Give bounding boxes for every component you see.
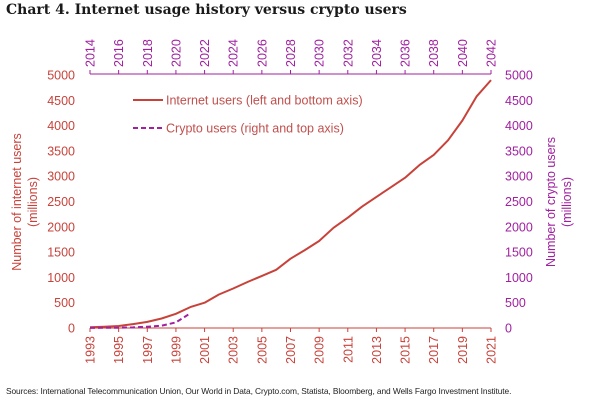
right-y-tick-label: 3500 — [505, 144, 533, 158]
bottom-x-tick-label: 2021 — [485, 336, 499, 364]
right-y-axis: 0 500 1000 1500 2000 2500 3000 3500 4000 4500 5000 — [505, 69, 533, 336]
top-x-tick-label: 2030 — [313, 39, 327, 67]
bottom-x-tick-label: 2019 — [456, 336, 470, 364]
series-layer — [89, 79, 492, 329]
left-y-tick-label: 0 — [68, 322, 75, 336]
right-y-tick-label: 1500 — [505, 246, 533, 260]
top-x-tick-label: 2034 — [370, 39, 384, 67]
internet-users-line — [89, 79, 492, 329]
right-y-tick-label: 3000 — [505, 170, 533, 184]
top-x-tick-label: 2014 — [84, 39, 98, 67]
left-y-tick-label: 5000 — [47, 69, 75, 83]
right-y-tick-label: 2000 — [505, 220, 533, 234]
crypto-users-line — [89, 312, 191, 329]
top-x-axis: 2014 2016 2018 2020 2022 2024 2026 2028 2030 2032… — [84, 39, 499, 75]
bottom-x-tick-label: 1997 — [141, 336, 155, 364]
right-y-tick-label: 1000 — [505, 271, 533, 285]
left-y-tick-label: 3500 — [47, 144, 75, 158]
right-y-tick-label: 2500 — [505, 195, 533, 209]
left-y-tick-label: 4000 — [47, 119, 75, 133]
right-y-tick-label: 4500 — [505, 94, 533, 108]
right-y-tick-label: 4000 — [505, 119, 533, 133]
axis-labels: Number of internet users (millions) Number… — [10, 133, 574, 271]
bottom-x-tick-label: 2015 — [399, 336, 413, 364]
top-x-tick-label: 2024 — [227, 39, 241, 67]
chart-title: Chart 4. Internet usage history versus c… — [6, 2, 407, 18]
top-x-tick-label: 2026 — [255, 39, 269, 67]
bottom-x-tick-label: 2007 — [284, 336, 298, 364]
right-axis-title-line1: Number of crypto users — [544, 137, 558, 267]
legend: Internet users (left and bottom axis) Cry… — [133, 94, 363, 136]
bottom-x-tick-label: 2003 — [227, 336, 241, 364]
bottom-x-tick-label: 2009 — [313, 336, 327, 364]
top-x-tick-label: 2040 — [456, 39, 470, 67]
bottom-x-tick-label: 2017 — [427, 336, 441, 364]
right-axis-title-line2: (millions) — [560, 177, 574, 227]
top-x-tick-label: 2028 — [284, 39, 298, 67]
right-y-tick-label: 5000 — [505, 69, 533, 83]
bottom-x-tick-label: 1993 — [84, 336, 98, 364]
bottom-x-tick-label: 2013 — [370, 336, 384, 364]
bottom-x-tick-label: 2005 — [255, 336, 269, 364]
top-x-tick-label: 2042 — [485, 39, 499, 67]
bottom-x-tick-label: 2011 — [341, 336, 355, 363]
left-y-axis: 0 500 1000 1500 2000 2500 3000 3500 4000 4500 5000 — [47, 69, 75, 336]
top-x-tick-label: 2020 — [169, 39, 183, 67]
left-y-tick-label: 1500 — [47, 246, 75, 260]
bottom-x-axis: 1993 1995 1997 1999 2001 2003 2005 2007 2009 2011… — [84, 327, 499, 364]
left-y-tick-label: 3000 — [47, 170, 75, 184]
right-y-tick-label: 0 — [505, 322, 512, 336]
left-y-tick-label: 2000 — [47, 220, 75, 234]
left-y-tick-label: 2500 — [47, 195, 75, 209]
left-axis-title-line2: (millions) — [26, 177, 40, 227]
left-y-tick-label: 1000 — [47, 271, 75, 285]
top-x-tick-label: 2016 — [112, 39, 126, 67]
bottom-x-tick-label: 1995 — [112, 336, 126, 364]
top-x-tick-label: 2022 — [198, 39, 212, 67]
top-x-tick-label: 2032 — [341, 39, 355, 67]
right-y-tick-label: 500 — [505, 296, 526, 310]
left-y-tick-label: 500 — [54, 296, 75, 310]
top-x-tick-label: 2036 — [399, 39, 413, 67]
top-x-tick-label: 2038 — [427, 39, 441, 67]
legend-crypto-label: Crypto users (right and top axis) — [166, 122, 344, 136]
top-x-tick-label: 2018 — [141, 39, 155, 67]
legend-internet-label: Internet users (left and bottom axis) — [166, 94, 363, 108]
left-axis-title-line1: Number of internet users — [10, 133, 24, 271]
bottom-x-tick-label: 2001 — [198, 336, 212, 364]
bottom-x-tick-label: 1999 — [169, 336, 183, 364]
source-note: Sources: International Telecommunication… — [6, 386, 512, 396]
left-y-tick-label: 4500 — [47, 94, 75, 108]
